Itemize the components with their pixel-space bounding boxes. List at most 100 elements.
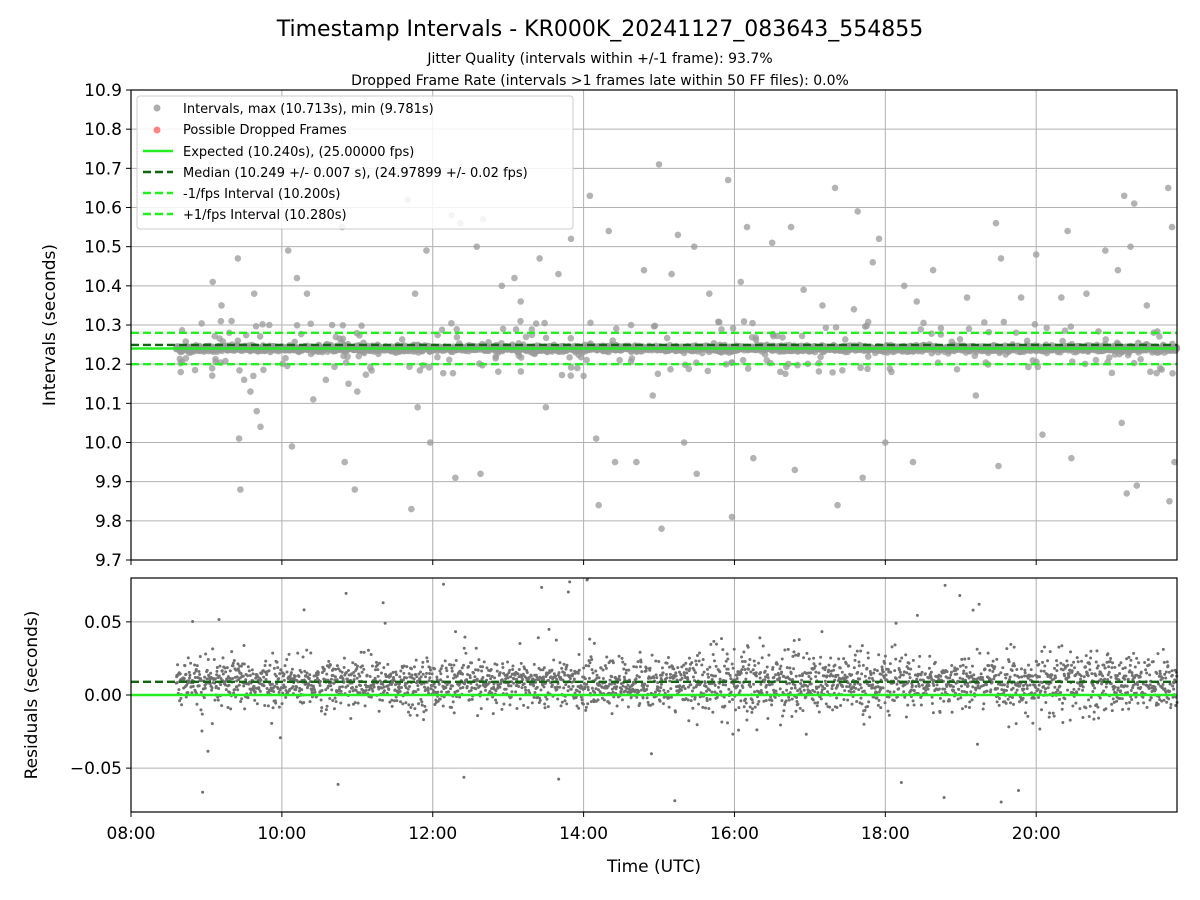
residual-point xyxy=(826,690,830,694)
residual-point xyxy=(264,659,268,663)
interval-point xyxy=(1156,333,1163,340)
interval-outlier-point xyxy=(408,505,415,513)
residual-point xyxy=(428,671,432,675)
residual-point xyxy=(604,666,608,670)
residual-point xyxy=(423,704,427,708)
residual-point xyxy=(714,674,718,678)
interval-point xyxy=(1102,336,1110,343)
residual-point xyxy=(186,691,190,695)
residual-point xyxy=(683,687,687,691)
residual-point xyxy=(584,708,588,712)
residual-point xyxy=(355,676,359,680)
residual-point xyxy=(668,679,672,683)
residual-point xyxy=(283,664,287,668)
interval-point xyxy=(216,335,223,342)
residual-point xyxy=(421,660,425,664)
interval-point xyxy=(445,356,453,364)
residual-point xyxy=(475,683,479,687)
interval-point xyxy=(259,321,266,328)
residual-point xyxy=(421,665,425,669)
legend-marker-dropped xyxy=(153,126,161,134)
residual-point xyxy=(247,669,251,673)
residual-point xyxy=(404,701,408,705)
residual-point xyxy=(601,668,605,672)
residual-point xyxy=(329,684,333,688)
residual-point xyxy=(426,689,430,693)
residual-point xyxy=(221,656,225,660)
residual-point xyxy=(792,639,796,643)
residual-point xyxy=(667,705,671,709)
residual-point xyxy=(299,670,303,674)
residual-point xyxy=(405,665,409,669)
interval-point xyxy=(1031,321,1039,328)
residual-point xyxy=(794,653,798,657)
residual-point xyxy=(823,686,827,690)
residual-point xyxy=(665,676,669,680)
residual-point xyxy=(215,673,219,677)
interval-point xyxy=(1137,356,1144,363)
residual-point xyxy=(194,668,198,672)
legend-label-plus-fps: +1/fps Interval (10.280s) xyxy=(183,208,347,223)
residual-point xyxy=(705,667,709,671)
interval-point xyxy=(198,320,205,327)
residual-point xyxy=(279,668,283,672)
residual-point xyxy=(611,690,615,694)
residual-point xyxy=(751,668,755,672)
residual-point xyxy=(203,675,207,679)
residual-point xyxy=(706,675,710,679)
residual-point xyxy=(806,684,810,688)
residual-point xyxy=(489,667,493,671)
residual-point xyxy=(588,637,592,641)
residual-point xyxy=(526,706,530,710)
residual-point xyxy=(421,672,425,676)
residual-point xyxy=(772,675,776,679)
residual-point xyxy=(189,661,193,665)
residual-point xyxy=(416,688,420,692)
residual-point xyxy=(426,659,430,663)
residual-point xyxy=(741,659,745,663)
interval-outlier-point xyxy=(247,388,254,395)
residual-point xyxy=(709,642,713,646)
residual-point xyxy=(217,674,221,678)
interval-point xyxy=(362,371,370,378)
residual-point xyxy=(243,707,247,711)
residual-point xyxy=(465,685,469,689)
interval-outlier-point xyxy=(997,255,1005,262)
residual-point xyxy=(381,682,385,686)
residual-point xyxy=(639,688,643,692)
residual-point xyxy=(199,690,203,694)
interval-outlier-point xyxy=(250,290,258,297)
interval-point xyxy=(1059,337,1066,345)
residual-point xyxy=(355,664,359,668)
residual-point xyxy=(259,678,263,682)
residual-point xyxy=(495,669,499,673)
interval-outlier-point xyxy=(209,278,217,286)
residual-point xyxy=(775,662,779,666)
residual-point xyxy=(788,691,792,695)
residual-point xyxy=(350,686,354,690)
residual-point xyxy=(274,674,278,678)
residual-point xyxy=(559,704,563,708)
residual-point xyxy=(253,698,257,702)
residual-point xyxy=(407,703,411,707)
chart-subtitle-dropped: Dropped Frame Rate (intervals >1 frames … xyxy=(351,73,849,89)
residual-point xyxy=(735,677,739,681)
interval-outlier-point xyxy=(567,235,575,243)
residual-point xyxy=(656,681,660,685)
residual-point xyxy=(358,674,362,678)
residual-point xyxy=(681,684,685,688)
interval-point xyxy=(499,325,507,333)
residual-point xyxy=(690,689,694,693)
residual-point xyxy=(686,698,690,702)
residual-point xyxy=(272,666,276,670)
residual-point xyxy=(413,707,417,711)
residual-point xyxy=(360,664,364,668)
residual-point xyxy=(454,658,458,662)
residual-point xyxy=(584,664,588,668)
interval-outlier-point xyxy=(882,439,889,446)
interval-point xyxy=(439,369,447,377)
interval-outlier-point xyxy=(595,501,602,509)
residual-point xyxy=(285,658,289,662)
residual-point xyxy=(576,671,580,675)
residual-point xyxy=(225,666,229,670)
